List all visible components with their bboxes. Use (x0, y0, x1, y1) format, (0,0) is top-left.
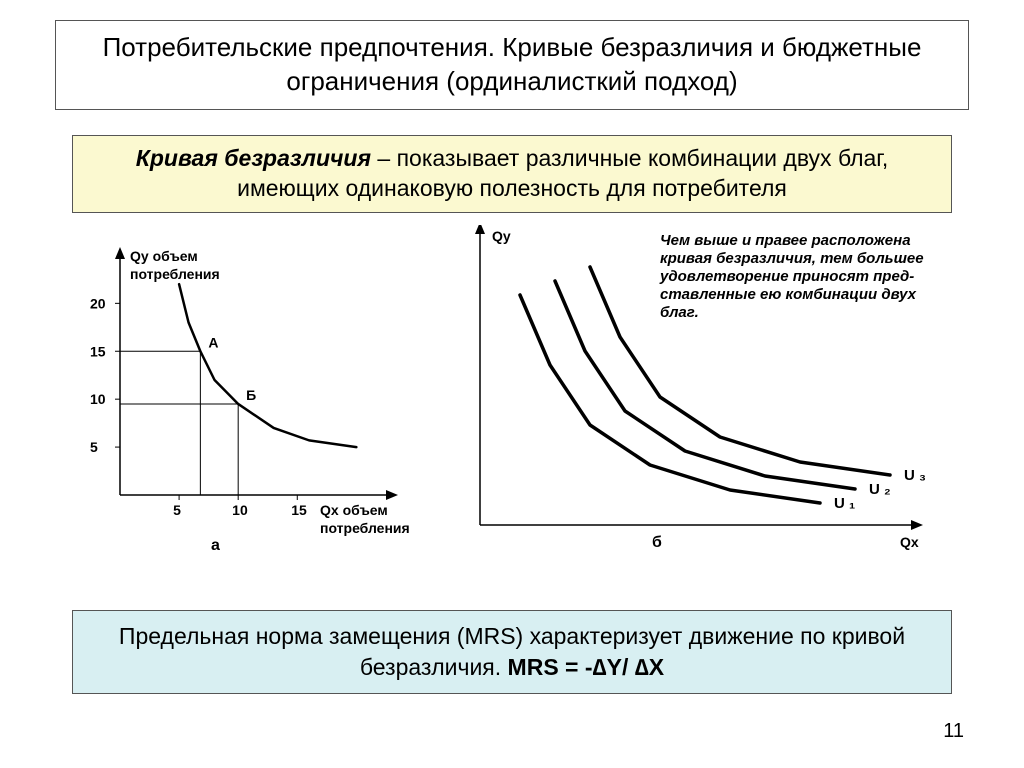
svg-text:U ₂: U ₂ (869, 481, 891, 498)
definition-box: Кривая безразличия – показывает различны… (72, 135, 952, 213)
svg-text:Qy объем: Qy объем (130, 248, 198, 264)
svg-text:Qx: Qx (900, 534, 919, 550)
svg-text:потребления: потребления (320, 520, 410, 536)
svg-text:15: 15 (291, 502, 307, 518)
svg-text:б: б (652, 534, 662, 551)
svg-text:U ₁: U ₁ (834, 495, 855, 512)
svg-text:20: 20 (90, 295, 106, 311)
page-number: 11 (943, 720, 964, 743)
svg-text:кривая безразличия, тем больше: кривая безразличия, тем большее (660, 250, 924, 267)
svg-text:а: а (211, 537, 220, 554)
title-box: Потребительские предпочтения. Кривые без… (55, 20, 969, 110)
mrs-box: Предельная норма замещения (MRS) характе… (72, 610, 952, 694)
svg-text:U ₃: U ₃ (904, 467, 926, 484)
charts-area: Qy объем потребления Qx объем потребления 5 1… (40, 225, 984, 570)
mrs-formula: MRS = -∆Y/ ∆X (508, 654, 665, 680)
svg-text:ставленные ею комбинации двух: ставленные ею комбинации двух (660, 286, 917, 303)
svg-text:10: 10 (90, 391, 106, 407)
svg-text:Б: Б (246, 387, 256, 403)
svg-text:Qx объем: Qx объем (320, 502, 388, 518)
svg-text:10: 10 (232, 502, 248, 518)
svg-text:потребления: потребления (130, 266, 220, 282)
definition-term: Кривая безразличия (136, 145, 371, 171)
svg-text:Чем выше и правее расположена: Чем выше и правее расположена (660, 232, 911, 249)
svg-text:благ.: благ. (660, 304, 699, 321)
svg-text:15: 15 (90, 343, 106, 359)
svg-text:5: 5 (90, 439, 98, 455)
charts-svg: Qy объем потребления Qx объем потребления 5 1… (40, 225, 984, 570)
svg-text:А: А (208, 334, 218, 350)
svg-text:удовлетворение приносят пред-: удовлетворение приносят пред- (659, 268, 914, 285)
svg-text:5: 5 (173, 502, 181, 518)
title-text: Потребительские предпочтения. Кривые без… (103, 32, 922, 96)
svg-text:Qy: Qy (492, 228, 511, 244)
